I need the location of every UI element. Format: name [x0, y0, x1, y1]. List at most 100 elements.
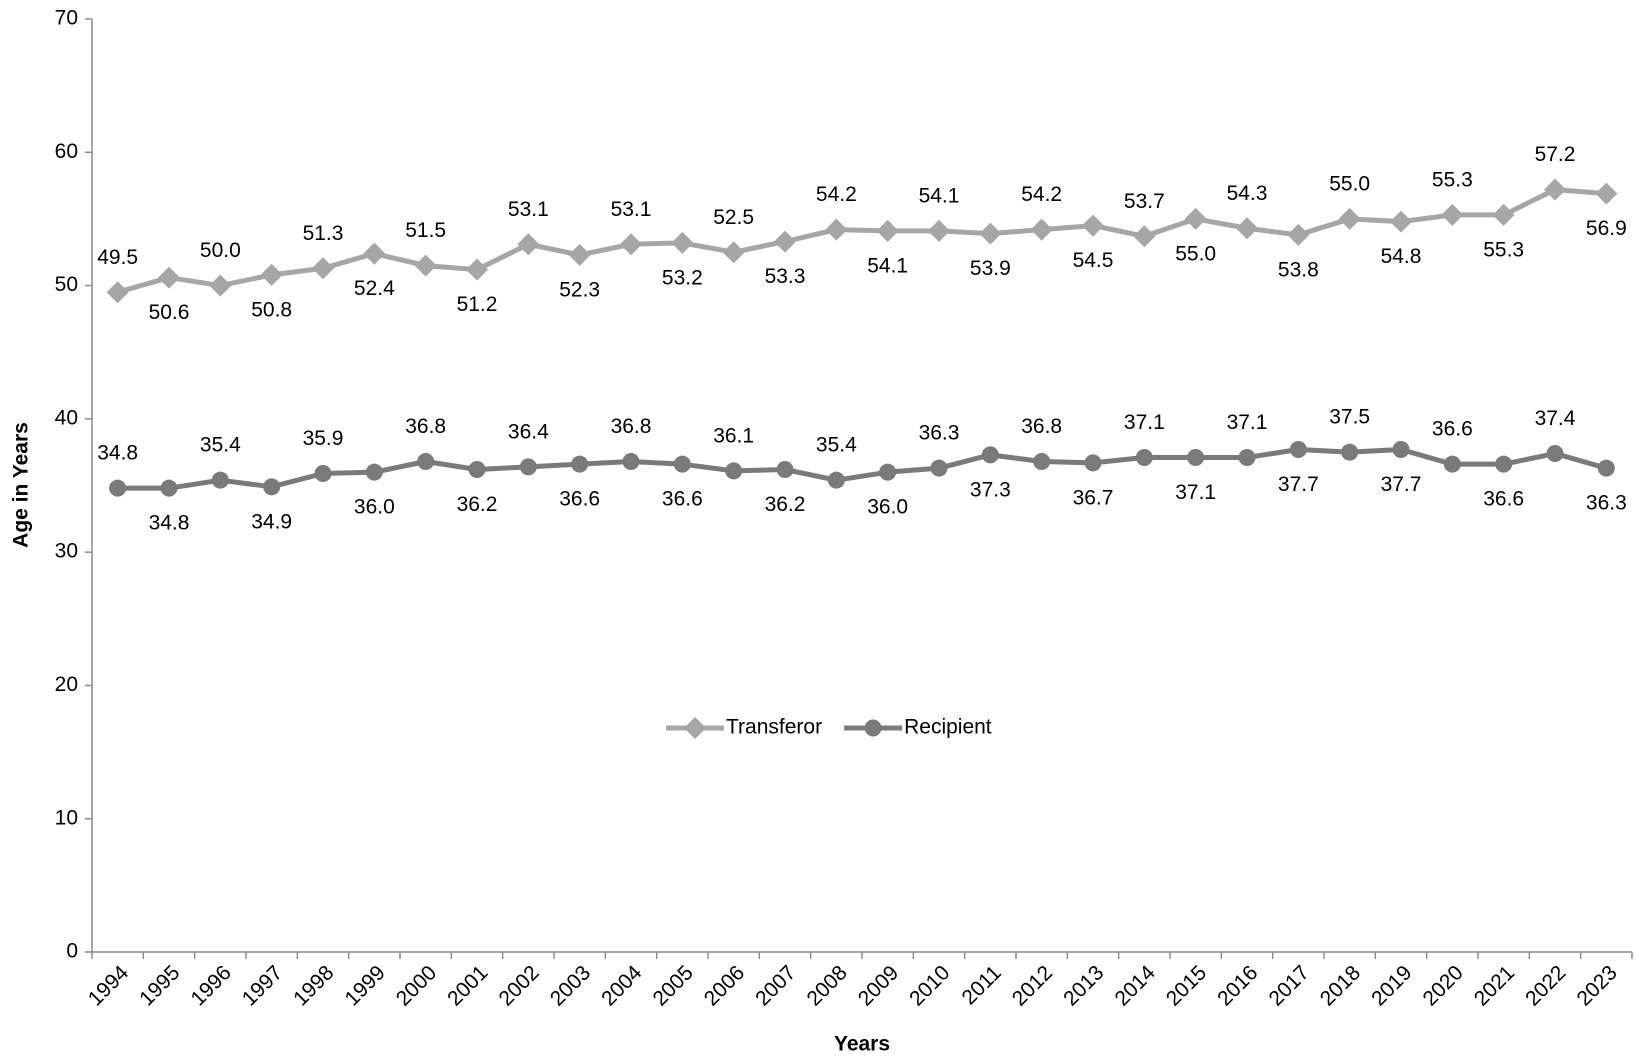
data-label: 56.9	[1586, 217, 1627, 240]
data-label: 36.3	[1586, 492, 1627, 515]
marker	[827, 471, 845, 489]
marker	[1441, 203, 1464, 226]
marker	[263, 478, 281, 496]
data-label: 36.7	[1073, 486, 1114, 509]
x-tick-label: 1997	[238, 961, 287, 1010]
data-label: 36.2	[765, 493, 806, 516]
data-label: 36.0	[867, 496, 908, 519]
x-tick-label: 2014	[1110, 961, 1160, 1011]
marker	[979, 222, 1002, 245]
x-tick-label: 2019	[1367, 961, 1416, 1010]
marker	[1392, 441, 1410, 459]
data-label: 55.3	[1483, 238, 1524, 261]
marker	[930, 459, 948, 477]
x-tick-label: 2021	[1470, 961, 1519, 1010]
x-tick-label: 2009	[854, 961, 903, 1010]
data-label: 37.1	[1124, 411, 1165, 434]
data-label: 54.2	[1021, 183, 1062, 206]
marker	[825, 218, 848, 241]
marker	[363, 242, 386, 265]
marker	[211, 471, 229, 489]
data-label: 37.3	[970, 478, 1011, 501]
marker	[1184, 207, 1207, 230]
marker	[725, 462, 743, 480]
data-label: 52.5	[713, 206, 754, 229]
legend: Transferor Recipient	[666, 716, 992, 739]
marker	[864, 719, 882, 737]
data-label: 53.1	[508, 198, 549, 221]
marker	[1338, 207, 1361, 230]
x-tick-label: 1999	[340, 961, 389, 1010]
data-label: 55.3	[1432, 168, 1473, 191]
x-tick-label: 2010	[905, 961, 954, 1010]
legend-label: Recipient	[904, 716, 992, 739]
x-tick-label: 2008	[802, 961, 851, 1010]
data-label: 54.3	[1227, 182, 1268, 205]
data-label: 55.0	[1329, 172, 1370, 195]
data-label: 50.6	[149, 301, 190, 324]
marker	[1135, 449, 1153, 467]
series-line	[117, 447, 1608, 491]
data-label: 35.4	[200, 434, 241, 457]
data-label: 36.1	[713, 424, 754, 447]
x-tick-label: 2006	[700, 961, 749, 1010]
x-tick-label: 1996	[186, 961, 235, 1010]
data-label: 54.1	[867, 254, 908, 277]
data-label: 54.2	[816, 183, 857, 206]
marker	[1495, 455, 1513, 473]
data-label: 37.5	[1329, 406, 1370, 429]
data-label: 36.3	[919, 422, 960, 445]
marker	[1492, 203, 1515, 226]
x-axis-title: Years	[834, 1033, 890, 1056]
y-tick-label: 30	[55, 540, 78, 563]
x-tick-label: 2005	[648, 961, 697, 1010]
data-label: 36.6	[1432, 418, 1473, 441]
data-label: 36.4	[508, 420, 549, 443]
data-label: 57.2	[1535, 143, 1576, 166]
marker	[158, 266, 180, 289]
x-tick-label: 2020	[1418, 961, 1467, 1010]
data-label: 36.6	[559, 488, 600, 511]
y-tick-label: 20	[55, 673, 78, 696]
marker	[1033, 453, 1051, 471]
data-label: 35.9	[303, 427, 344, 450]
marker	[519, 458, 537, 476]
marker	[1597, 459, 1615, 477]
marker	[571, 455, 589, 473]
marker	[1238, 449, 1256, 467]
marker	[517, 233, 540, 256]
data-label: 37.1	[1227, 411, 1268, 434]
data-label: 54.8	[1381, 245, 1422, 268]
y-tick-label: 50	[55, 273, 78, 296]
data-label: 49.5	[97, 246, 138, 269]
marker	[684, 717, 706, 739]
data-label: 53.8	[1278, 258, 1319, 281]
x-tick-label: 2004	[597, 961, 647, 1011]
data-label: 35.4	[816, 434, 857, 457]
marker	[1084, 454, 1102, 472]
y-tick-label: 40	[55, 406, 78, 429]
y-tick-label: 0	[66, 940, 78, 963]
x-tick-label: 2000	[392, 961, 441, 1010]
data-label: 37.7	[1278, 473, 1319, 496]
x-tick-label: 2007	[751, 961, 800, 1010]
marker	[673, 455, 691, 473]
marker	[774, 230, 796, 253]
data-label: 36.6	[662, 488, 703, 511]
data-label: 50.0	[200, 239, 241, 262]
data-label: 36.8	[405, 415, 446, 438]
marker	[722, 241, 745, 264]
marker	[1236, 217, 1258, 240]
x-tick-label: 2016	[1213, 961, 1262, 1010]
marker	[1133, 225, 1156, 248]
data-label: 51.2	[457, 293, 498, 316]
marker	[879, 463, 897, 481]
marker	[312, 257, 334, 280]
marker	[109, 479, 127, 497]
data-label: 53.2	[662, 266, 703, 289]
marker	[209, 274, 232, 297]
data-label: 54.5	[1073, 249, 1114, 272]
marker	[1187, 449, 1205, 467]
data-label: 53.3	[765, 265, 806, 288]
data-label: 34.8	[97, 442, 138, 465]
